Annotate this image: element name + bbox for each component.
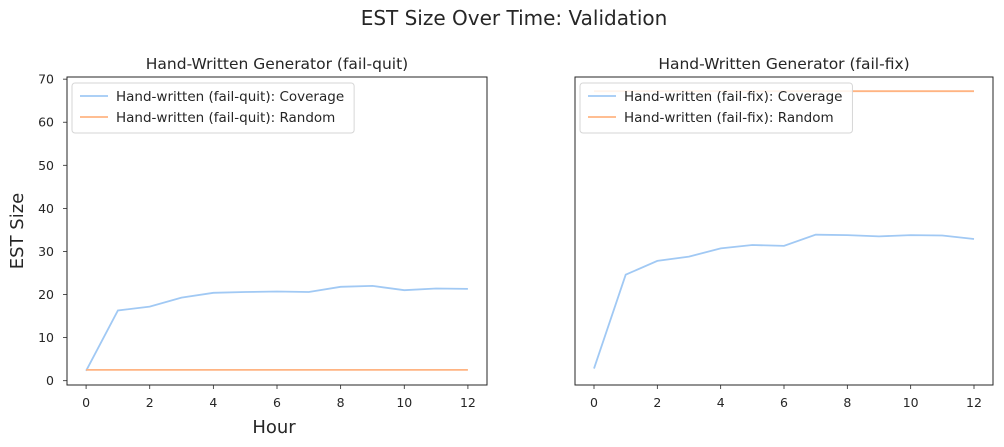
figure-suptitle: EST Size Over Time: Validation [361, 6, 668, 30]
y-axis-label: EST Size [7, 193, 28, 269]
series-line-coverage [593, 233, 975, 369]
x-tick-label: 4 [209, 395, 217, 410]
subplot-title: Hand-Written Generator (fail-quit) [146, 55, 408, 73]
subplot-fail-fix: Hand-Written Generator (fail-fix) 0 2 4 6 8 10… [574, 55, 994, 410]
subplot-title: Hand-Written Generator (fail-fix) [658, 55, 909, 73]
x-tick-label: 6 [780, 395, 788, 410]
x-tick-label: 4 [717, 395, 725, 410]
legend-entry: Hand-written (fail-fix): Coverage [624, 89, 842, 105]
x-tick-label: 8 [337, 395, 345, 410]
subplot-fail-quit: Hand-Written Generator (fail-quit) 0 2 4 6 8 1… [38, 55, 488, 410]
y-tick-label: 10 [38, 330, 54, 345]
x-tick-label: 2 [146, 395, 154, 410]
legend-box [71, 82, 355, 134]
y-tick-label: 50 [38, 158, 54, 173]
x-tick-label: 6 [273, 395, 281, 410]
x-tick-label: 0 [590, 395, 598, 410]
y-tick-label: 70 [38, 72, 54, 87]
legend-entry: Hand-written (fail-quit): Coverage [116, 89, 344, 105]
y-tick-label: 20 [38, 287, 54, 302]
legend: Hand-written (fail-quit): Coverage Hand-w… [71, 82, 355, 134]
x-tick-label: 10 [903, 395, 919, 410]
y-tick-label: 30 [38, 244, 54, 259]
x-tick-label: 10 [396, 395, 412, 410]
x-axis-label: Hour [252, 417, 296, 438]
x-tick-label: 8 [843, 395, 851, 410]
x-tick-label: 2 [653, 395, 661, 410]
legend: Hand-written (fail-fix): Coverage Hand-wr… [579, 82, 853, 134]
x-tick-label: 12 [966, 395, 982, 410]
series-line-coverage [85, 284, 468, 372]
legend-box [579, 82, 853, 134]
y-tick-label: 0 [46, 373, 54, 388]
x-tick-label: 12 [460, 395, 476, 410]
y-tick-label: 40 [38, 201, 54, 216]
legend-entry: Hand-written (fail-fix): Random [624, 110, 834, 126]
legend-entry: Hand-written (fail-quit): Random [116, 110, 335, 126]
y-tick-label: 60 [38, 115, 54, 130]
x-tick-label: 0 [82, 395, 90, 410]
